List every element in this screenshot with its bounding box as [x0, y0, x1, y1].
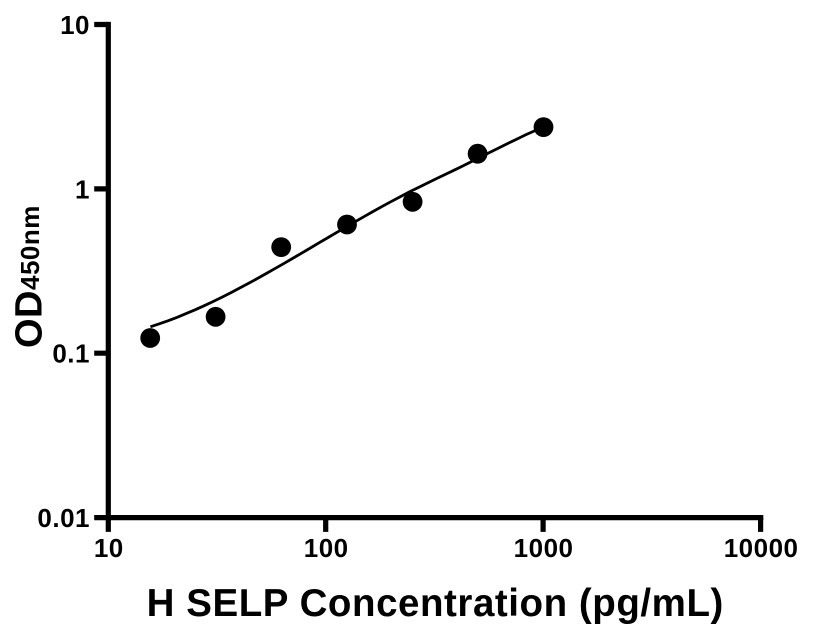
- svg-text:H SELP Concentration (pg/mL): H SELP Concentration (pg/mL): [147, 582, 724, 625]
- svg-text:100: 100: [304, 533, 349, 563]
- svg-text:1000: 1000: [514, 533, 574, 563]
- svg-text:OD450nm: OD450nm: [9, 205, 51, 348]
- svg-text:10: 10: [60, 10, 90, 40]
- svg-text:0.1: 0.1: [52, 339, 90, 369]
- svg-text:10: 10: [94, 533, 124, 563]
- svg-text:10000: 10000: [724, 533, 799, 563]
- svg-text:1: 1: [75, 174, 90, 204]
- svg-text:0.01: 0.01: [37, 503, 90, 533]
